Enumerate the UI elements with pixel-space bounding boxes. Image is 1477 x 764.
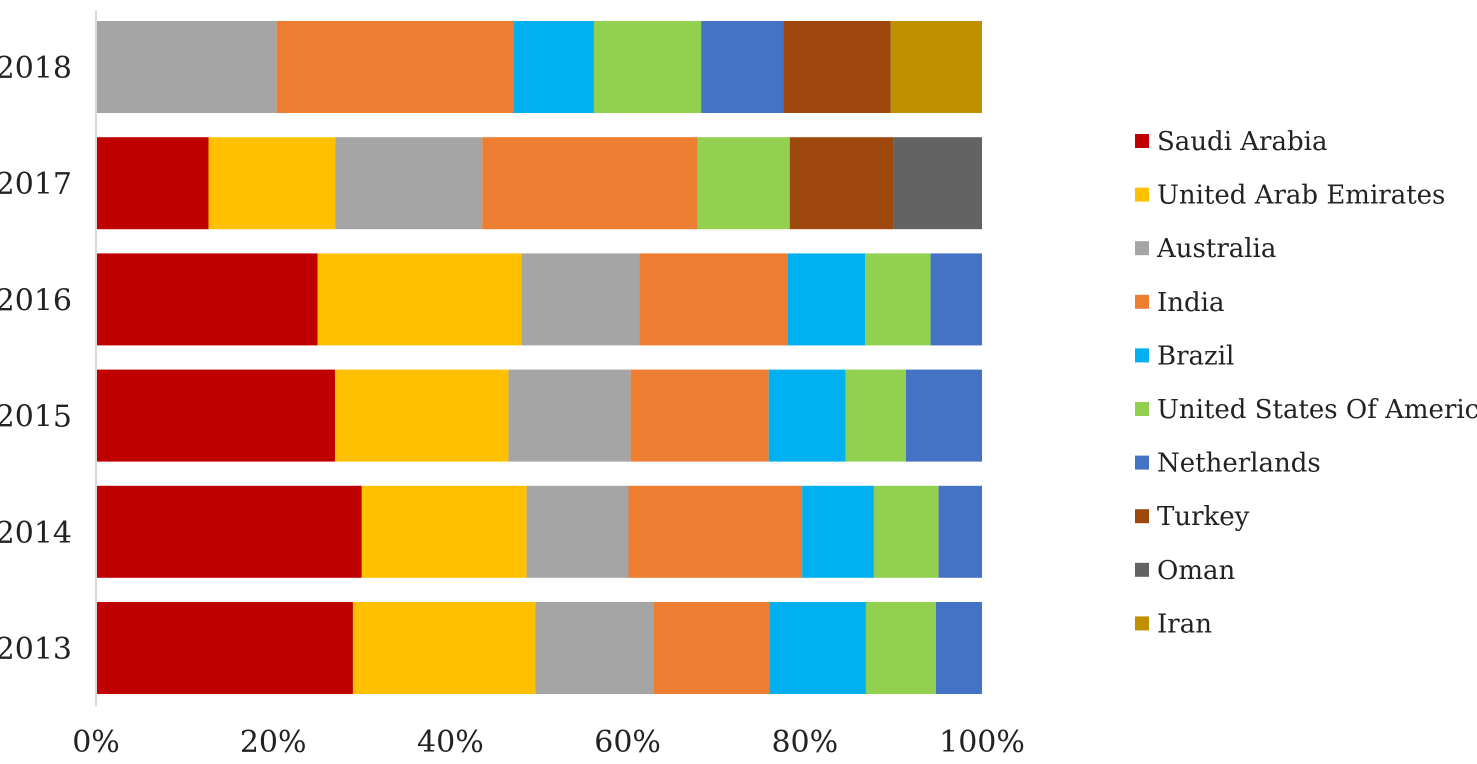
bar-segment [787,253,866,346]
bar-segment [701,21,784,113]
bar-segment [905,369,982,462]
legend-swatch [1135,241,1149,256]
bar-segment [334,369,509,462]
bar-segment [508,369,631,462]
legend-label: Brazil [1157,341,1234,371]
bar-segment [593,21,702,113]
x-tick-label: 20% [240,725,307,760]
legend-label: Iran [1157,609,1212,639]
y-tick-labels: 2018 2017 2016 2015 2014 2013 [0,51,72,667]
x-tick-label: 0% [72,725,120,760]
bar-segment [482,137,698,230]
bar-segment [352,602,536,694]
bar-segment [802,485,874,578]
bar-segment [96,485,362,578]
bar-segment [361,485,527,578]
legend-swatch [1135,134,1149,148]
legend-swatch [1135,348,1149,363]
bar-segment [96,369,335,462]
legend-swatch [1135,455,1149,470]
bar-segment [873,485,939,578]
y-tick-label: 2017 [0,167,72,202]
y-tick-label: 2014 [0,516,72,551]
legend-swatch [1135,616,1149,631]
x-tick-label: 80% [771,725,838,760]
bar-segment [96,137,209,230]
bar-segment [526,485,629,578]
bar-segment [208,137,336,230]
bar-segment [317,253,522,346]
legend-swatch [1135,509,1149,524]
legend-swatch [1135,187,1149,202]
legend: Saudi Arabia United Arab Emirates Australi… [1135,127,1477,639]
legend-swatch [1135,294,1149,309]
bar-segment [789,137,894,230]
legend-swatch [1135,562,1149,577]
bar-segment [938,485,982,578]
bar-segment [535,602,654,694]
bar-segment [96,602,353,694]
bar-segment [935,602,982,694]
bar-segment [845,369,906,462]
bar-segment [768,369,846,462]
bar-segment [769,602,866,694]
legend-label: United Arab Emirates [1157,181,1445,211]
x-tick-label: 100% [939,725,1025,760]
legend-label: United States Of America [1157,395,1477,425]
bar-segment [335,137,483,230]
bar-segment [96,253,318,346]
legend-label: Australia [1156,234,1276,264]
legend-label: Saudi Arabia [1157,127,1327,157]
bar-segment [890,21,982,113]
bar-segment [893,137,982,230]
legend-label: India [1157,288,1224,318]
bar-segment [639,253,788,346]
bar-segment [930,253,982,346]
y-tick-label: 2015 [0,400,72,435]
x-tick-label: 60% [594,725,661,760]
bar-segment [630,369,769,462]
bar-segment [865,253,931,346]
bar-segment [521,253,640,346]
bar-segment [96,21,277,113]
bar-segment [276,21,514,113]
bars-group [96,21,982,694]
bar-segment [628,485,803,578]
bar-segment [653,602,770,694]
bar-segment [513,21,594,113]
y-tick-label: 2016 [0,283,72,318]
bar-segment [783,21,891,113]
legend-swatch [1135,402,1149,416]
x-tick-label: 40% [417,725,484,760]
bar-segment [697,137,790,230]
legend-label: Netherlands [1157,449,1321,479]
legend-label: Oman [1157,556,1235,586]
legend-label: Turkey [1157,502,1250,532]
x-tick-labels: 0% 20% 40% 60% 80% 100% [72,725,1025,760]
y-tick-label: 2018 [0,51,72,86]
y-tick-label: 2013 [0,632,72,667]
bar-segment [865,602,936,694]
